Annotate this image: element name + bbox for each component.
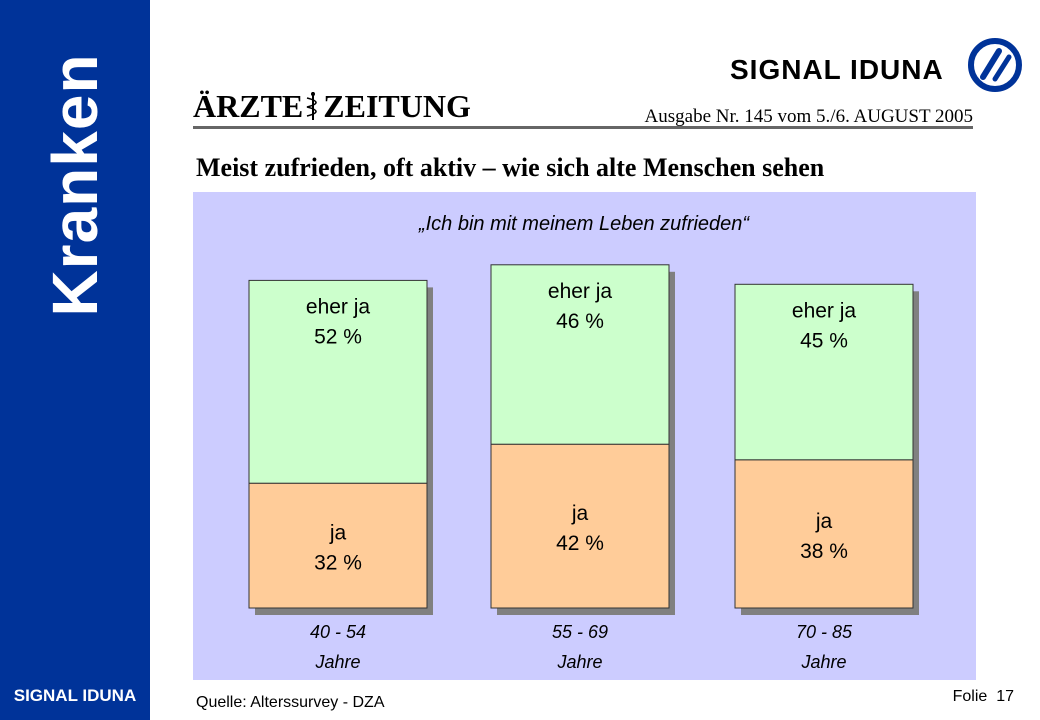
bar-eher-ja-0 (248, 279, 428, 484)
issue-line: Ausgabe Nr. 145 vom 5./6. AUGUST 2005 (644, 106, 973, 127)
category-label-line2: Jahre (556, 652, 602, 672)
newspaper-rule (193, 126, 973, 129)
category-label-line1: 70 - 85 (796, 622, 853, 642)
slide-label: Folie (952, 688, 988, 705)
bar-ja-0 (248, 482, 428, 609)
signal-iduna-logo-icon (968, 38, 1022, 92)
label-eher-ja-name: eher ja (306, 295, 371, 318)
bar-ja-1 (490, 443, 670, 609)
chart: „Ich bin mit meinem Leben zufrieden“ eher… (248, 213, 919, 672)
label-ja-name: ja (815, 510, 833, 533)
caduceus-icon (307, 92, 318, 120)
bar-eher-ja-2 (734, 283, 914, 461)
category-label-line1: 55 - 69 (552, 622, 608, 642)
category-label-line1: 40 - 54 (310, 622, 366, 642)
category-label-line2: Jahre (314, 652, 360, 672)
sidebar-title: Kranken (39, 53, 111, 317)
category-label-line2: Jahre (800, 652, 846, 672)
sidebar-brand: SIGNAL IDUNA (13, 686, 137, 705)
label-ja-value: 38 % (800, 540, 848, 563)
newspaper-title-part1: ÄRZTE (193, 88, 304, 124)
headline: Meist zufrieden, oft aktiv – wie sich al… (196, 153, 825, 182)
sidebar: Kranken SIGNAL IDUNA (0, 0, 150, 720)
label-ja-value: 32 % (314, 552, 362, 575)
newspaper-title: ÄRZTE ZEITUNG (193, 88, 471, 125)
label-eher-ja-value: 52 % (314, 325, 362, 348)
source-note: Quelle: Alterssurvey - DZA (196, 694, 385, 711)
label-ja-value: 42 % (556, 532, 604, 555)
label-eher-ja-name: eher ja (792, 299, 857, 322)
bar-ja-2 (734, 459, 914, 609)
bar-eher-ja-1 (490, 264, 670, 445)
chart-title: „Ich bin mit meinem Leben zufrieden“ (418, 213, 750, 235)
label-eher-ja-name: eher ja (548, 280, 613, 303)
label-eher-ja-value: 45 % (800, 329, 848, 352)
newspaper-title-part2: ZEITUNG (323, 88, 471, 124)
slide-number: Folie 17 (953, 688, 1014, 706)
brand-wordmark: SIGNAL IDUNA (730, 54, 944, 85)
chart-panel: „Ich bin mit meinem Leben zufrieden“ eher… (193, 192, 976, 680)
label-ja-name: ja (329, 522, 347, 545)
label-ja-name: ja (571, 502, 589, 525)
slide-number-value: 17 (996, 688, 1014, 705)
label-eher-ja-value: 46 % (556, 310, 604, 333)
